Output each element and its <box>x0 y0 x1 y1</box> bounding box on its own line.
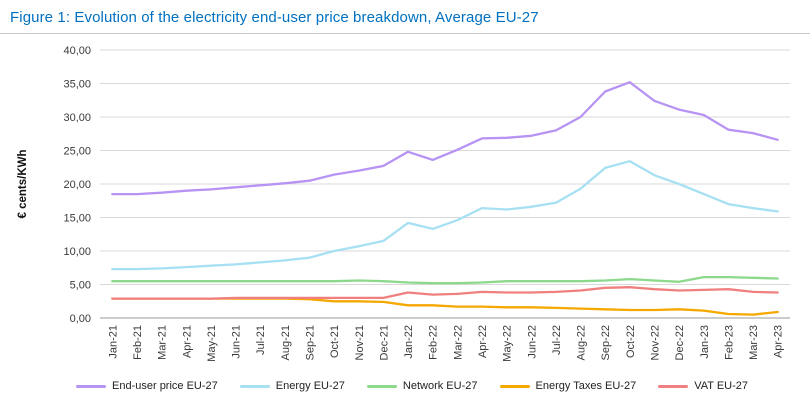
chart-legend: End-user price EU-27 Energy EU-27 Network … <box>0 380 810 392</box>
x-tick-label: Nov-22 <box>649 325 661 360</box>
y-tick-label: 25,00 <box>63 146 91 158</box>
x-tick-label: Jun-21 <box>231 325 243 359</box>
y-tick-label: 0,00 <box>70 313 91 325</box>
y-tick-label: 40,00 <box>63 45 91 57</box>
x-tick-label: Sep-22 <box>600 325 612 360</box>
y-tick-label: 15,00 <box>63 213 91 225</box>
x-tick-label: Mar-22 <box>452 325 464 360</box>
legend-item: End-user price EU-27 <box>76 380 218 392</box>
legend-swatch <box>499 384 530 388</box>
x-tick-label: Feb-23 <box>723 325 735 360</box>
x-tick-label: Sep-21 <box>304 325 316 360</box>
legend-label: VAT EU-27 <box>694 380 748 392</box>
x-tick-label: Nov-21 <box>354 325 366 360</box>
x-tick-label: Apr-22 <box>477 325 489 358</box>
series-line-0 <box>111 81 779 196</box>
x-tick-label: Jan-22 <box>403 325 415 359</box>
legend-label: Energy Taxes EU-27 <box>535 380 637 392</box>
series-line-4 <box>111 286 779 300</box>
x-tick-label: Aug-22 <box>576 325 588 360</box>
legend-swatch <box>76 384 106 388</box>
legend-swatch <box>658 384 689 388</box>
legend-item: VAT EU-27 <box>658 380 748 392</box>
x-tick-label: Jan-23 <box>699 325 711 359</box>
x-tick-label: Oct-22 <box>625 325 637 358</box>
x-tick-label: May-22 <box>502 325 514 362</box>
legend-item: Energy EU-27 <box>239 380 345 392</box>
series-line-1 <box>111 160 779 271</box>
y-tick-label: 30,00 <box>63 112 91 124</box>
line-chart: 0,00 5,00 10,00 15,00 20,00 25,00 30,00 35,00 40… <box>17 45 790 362</box>
x-tick-label: Aug-21 <box>280 325 292 360</box>
legend-item: Energy Taxes EU-27 <box>499 380 637 392</box>
y-tick-label: 5,00 <box>70 280 91 292</box>
x-tick-label: Jul-22 <box>551 325 563 355</box>
figure-title: Figure 1: Evolution of the electricity e… <box>0 0 810 34</box>
legend-swatch <box>366 384 397 388</box>
legend-swatch <box>239 384 270 388</box>
x-tick-label: Jul-21 <box>255 325 267 355</box>
y-tick-label: 10,00 <box>63 246 91 258</box>
x-tick-label: Jun-22 <box>526 325 538 359</box>
x-tick-label: Dec-21 <box>378 325 390 360</box>
x-tick-label: Mar-21 <box>157 325 169 360</box>
x-tick-label: Feb-21 <box>132 325 144 360</box>
x-tick-label: Apr-21 <box>181 325 193 358</box>
chart-area: 0,00 5,00 10,00 15,00 20,00 25,00 30,00 35,00 40… <box>0 34 810 377</box>
series-line-2 <box>111 275 779 285</box>
x-tick-label: Mar-23 <box>748 325 760 360</box>
x-tick-label: Oct-21 <box>329 325 341 358</box>
y-tick-label: 35,00 <box>63 79 91 91</box>
y-tick-label: 20,00 <box>63 179 91 191</box>
legend-label: Energy EU-27 <box>275 380 345 392</box>
x-tick-label: Feb-22 <box>428 325 440 360</box>
x-tick-label: Jan-21 <box>107 325 119 359</box>
series-line-3 <box>111 297 779 316</box>
legend-label: Network EU-27 <box>402 380 478 392</box>
legend-item: Network EU-27 <box>366 380 478 392</box>
y-axis-title: € cents/KWh <box>17 149 29 218</box>
legend-label: End-user price EU-27 <box>112 380 218 392</box>
x-tick-label: Dec-22 <box>674 325 686 360</box>
x-tick-label: May-21 <box>206 325 218 362</box>
x-tick-label: Apr-23 <box>773 325 785 358</box>
